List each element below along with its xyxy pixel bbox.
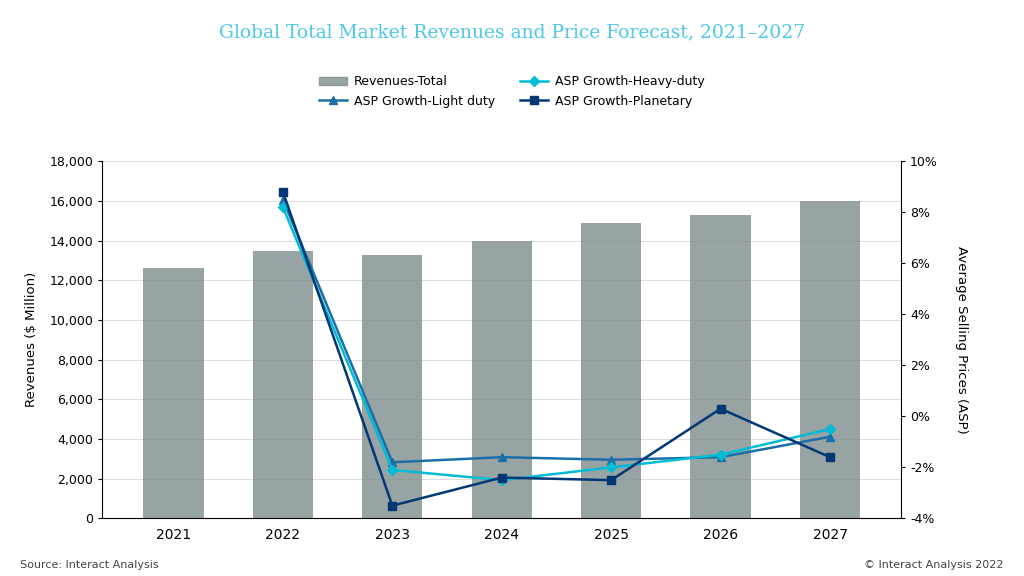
ASP Growth-Light duty <box>715 454 727 461</box>
Bar <box>143 268 204 518</box>
ASP Growth-Heavy-duty <box>715 451 727 458</box>
Text: Global Total Market Revenues and Price Forecast, 2021–2027: Global Total Market Revenues and Price F… <box>219 23 805 41</box>
Bar <box>800 201 860 518</box>
ASP Growth-Light duty <box>276 196 289 203</box>
ASP Growth-Planetary <box>496 474 508 481</box>
Bar <box>362 255 423 518</box>
Line: ASP Growth-Heavy-duty: ASP Growth-Heavy-duty <box>280 204 834 484</box>
Y-axis label: Average Selling Prices (ASP): Average Selling Prices (ASP) <box>954 246 968 434</box>
ASP Growth-Light duty <box>496 454 508 461</box>
Line: ASP Growth-Light duty: ASP Growth-Light duty <box>279 195 835 467</box>
Bar <box>690 215 751 518</box>
ASP Growth-Planetary <box>386 502 398 509</box>
Bar <box>581 223 641 518</box>
ASP Growth-Heavy-duty <box>605 464 617 471</box>
Text: © Interact Analysis 2022: © Interact Analysis 2022 <box>864 560 1004 570</box>
Y-axis label: Revenues ($ Million): Revenues ($ Million) <box>26 272 38 407</box>
Text: Source: Interact Analysis: Source: Interact Analysis <box>20 560 159 570</box>
ASP Growth-Heavy-duty <box>824 426 837 433</box>
ASP Growth-Planetary <box>276 188 289 195</box>
ASP Growth-Light duty <box>605 456 617 463</box>
ASP Growth-Planetary <box>605 477 617 484</box>
Legend: Revenues-Total, ASP Growth-Light duty, ASP Growth-Heavy-duty, ASP Growth-Planeta: Revenues-Total, ASP Growth-Light duty, A… <box>319 75 705 108</box>
Bar <box>253 251 313 518</box>
ASP Growth-Light duty <box>824 433 837 440</box>
ASP Growth-Light duty <box>386 459 398 466</box>
ASP Growth-Planetary <box>824 454 837 461</box>
Line: ASP Growth-Planetary: ASP Growth-Planetary <box>279 188 835 510</box>
ASP Growth-Heavy-duty <box>276 204 289 211</box>
ASP Growth-Heavy-duty <box>496 477 508 484</box>
ASP Growth-Planetary <box>715 406 727 412</box>
ASP Growth-Heavy-duty <box>386 467 398 473</box>
Bar <box>472 241 531 518</box>
